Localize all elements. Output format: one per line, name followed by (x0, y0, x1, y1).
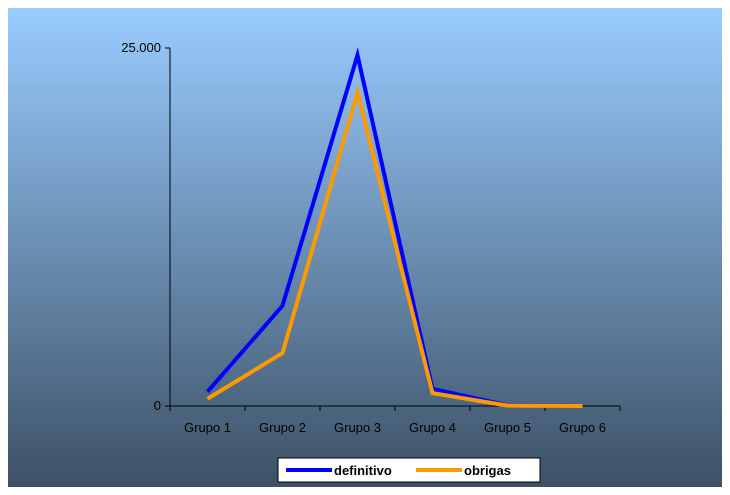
x-tick-label: Grupo 5 (484, 420, 531, 435)
y-tick-label: 25.000 (121, 40, 161, 55)
legend-label-definitivo: definitivo (334, 463, 392, 478)
legend: definitivo obrigas (277, 457, 541, 483)
legend-label-obrigas: obrigas (464, 463, 511, 478)
x-tick-label: Grupo 2 (259, 420, 306, 435)
series-lines (205, 47, 583, 408)
x-tick-label: Grupo 1 (184, 420, 231, 435)
chart-area: 25.000 0 Grupo 1 Grupo 2 Grupo 3 Grupo 4 Grupo… (8, 8, 722, 487)
x-tick-label: Grupo 4 (409, 420, 456, 435)
line-chart: 25.000 0 Grupo 1 Grupo 2 Grupo 3 Grupo 4 Grupo… (8, 8, 722, 487)
x-tick-label: Grupo 3 (334, 420, 381, 435)
series-line-obrigas (206, 84, 583, 408)
y-tick-label: 0 (154, 398, 161, 413)
axes: 25.000 0 Grupo 1 Grupo 2 Grupo 3 Grupo 4 Grupo… (121, 40, 621, 435)
x-tick-label: Grupo 6 (559, 420, 606, 435)
